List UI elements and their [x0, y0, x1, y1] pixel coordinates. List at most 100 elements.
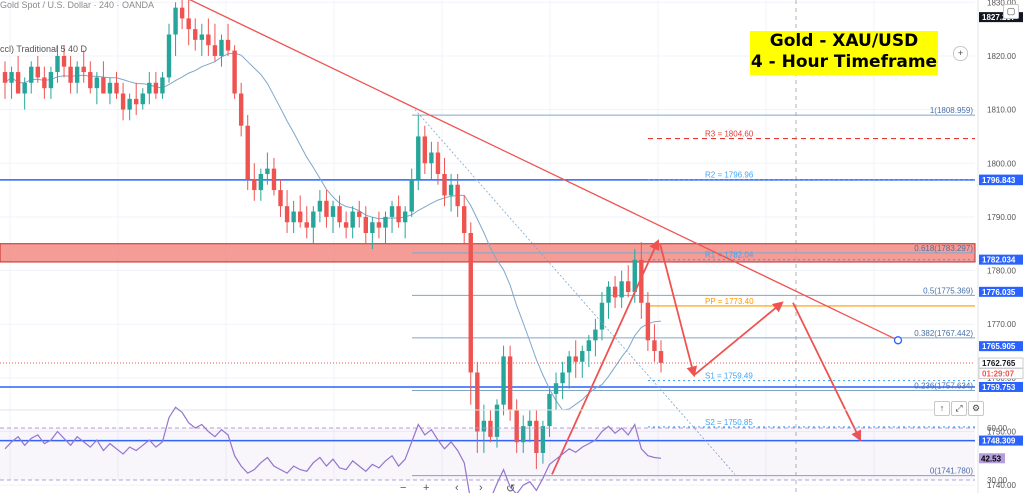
zoom-out-button[interactable]: − — [400, 482, 406, 494]
candle-body — [331, 206, 335, 217]
scroll-left-button[interactable]: ‹ — [455, 482, 459, 494]
candle-body — [206, 34, 210, 45]
candle-body — [344, 222, 348, 227]
price-tick-label: 1790.00 — [987, 213, 1016, 222]
candle-body — [101, 77, 105, 93]
price-tick-label: 1820.00 — [987, 52, 1016, 61]
price-tag-label: 1782.034 — [982, 256, 1016, 265]
candle-body — [652, 340, 656, 351]
candle-body — [436, 153, 440, 174]
candle-body — [475, 372, 479, 431]
candle-body — [259, 174, 263, 190]
pivot-label: PP = 1773.40 — [705, 297, 754, 306]
candle-body — [141, 94, 145, 105]
reset-chart-button[interactable]: ↺ — [506, 482, 515, 495]
candle-body — [3, 72, 7, 83]
rsi-tick-label: 60.00 — [987, 424, 1008, 433]
candle-body — [114, 83, 118, 94]
candle-body — [127, 99, 131, 110]
fib-level-label: 0.382(1767.442) — [914, 329, 973, 338]
symbol-header: Gold Spot / U.S. Dollar · 240 · OANDA — [0, 0, 154, 10]
price-tick-label: 1800.00 — [987, 159, 1016, 168]
candle-body — [305, 222, 309, 227]
candle-body — [567, 356, 571, 372]
price-tag-label: 01:29:07 — [982, 370, 1015, 379]
candle-body — [49, 72, 53, 88]
candle-body — [9, 72, 13, 83]
candle-body — [68, 67, 72, 83]
fib-level-label: 0.5(1775.369) — [923, 286, 973, 295]
candle-body — [160, 77, 164, 93]
candle-body — [75, 67, 79, 83]
candle-body — [377, 222, 381, 227]
candle-body — [383, 217, 387, 228]
candle-body — [619, 281, 623, 297]
candle-body — [501, 356, 505, 404]
candle-body — [200, 34, 204, 39]
title-line-2: 4 - Hour Timeframe — [750, 52, 938, 73]
candle-body — [626, 281, 630, 292]
candle-body — [364, 217, 368, 233]
candle-body — [613, 287, 617, 298]
candle-body — [246, 126, 250, 180]
candle-body — [252, 179, 256, 190]
candle-body — [22, 83, 26, 94]
trendline-handle — [895, 337, 902, 344]
candle-body — [219, 40, 223, 56]
candle-body — [324, 201, 328, 217]
indicator-legend: ccl) Traditional 5 40 D — [0, 44, 87, 54]
zoom-in-button[interactable]: + — [423, 482, 429, 494]
pivot-label: R2 = 1796.96 — [705, 171, 754, 180]
price-tag-label: 1776.035 — [982, 288, 1016, 297]
candle-body — [455, 185, 459, 206]
fib-level-label: 1(1808.959) — [930, 106, 973, 115]
candle-body — [442, 174, 446, 195]
candle-body — [410, 179, 414, 211]
candle-body — [173, 8, 177, 35]
price-tag-label: 1796.843 — [982, 176, 1016, 185]
candle-body — [147, 83, 151, 94]
candle-body — [285, 206, 289, 222]
scroll-right-button[interactable]: › — [479, 482, 483, 494]
rsi-band — [0, 428, 975, 480]
candle-body — [469, 233, 473, 372]
candle-body — [357, 212, 361, 217]
candle-body — [554, 383, 558, 394]
candle-body — [593, 330, 597, 341]
candle-body — [239, 94, 243, 126]
candle-body — [416, 136, 420, 179]
square-icon[interactable]: ▢ — [1003, 4, 1019, 19]
candle-body — [16, 72, 20, 93]
candle-body — [587, 340, 591, 351]
candle-body — [659, 351, 663, 363]
candle-body — [278, 190, 282, 206]
price-tag-label: 1765.905 — [982, 342, 1016, 351]
candle-body — [580, 351, 584, 362]
add-alert-button[interactable]: + — [953, 46, 968, 61]
candle-body — [403, 212, 407, 223]
candle-body — [606, 287, 610, 303]
candle-body — [560, 372, 564, 383]
candle-body — [167, 34, 171, 77]
expand-icon[interactable]: ⤢ — [951, 401, 967, 416]
candle-body — [318, 201, 322, 212]
candle-body — [186, 18, 190, 29]
candle-body — [134, 99, 138, 104]
candle-body — [508, 356, 512, 410]
candle-body — [423, 136, 427, 163]
candle-body — [95, 77, 99, 88]
candle-body — [574, 356, 578, 361]
rsi-tick-label: 30.00 — [987, 476, 1008, 485]
rsi-value-label: 42.53 — [981, 454, 1002, 463]
arrow-up-icon[interactable]: ↑ — [934, 401, 950, 416]
candle-body — [62, 56, 66, 67]
projection-arrow — [694, 303, 782, 375]
candle-body — [226, 40, 230, 51]
candle-body — [36, 67, 40, 78]
settings-gear-icon[interactable]: ⚙ — [968, 401, 984, 416]
candle-body — [337, 206, 341, 222]
candle-body — [213, 45, 217, 56]
candle-body — [370, 222, 374, 233]
price-tag-label: 1748.309 — [982, 437, 1016, 446]
